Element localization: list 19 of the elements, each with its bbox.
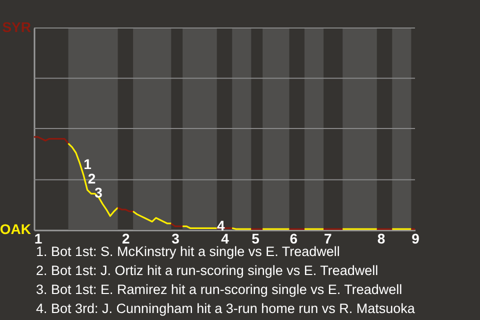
x-tick-label: 7	[324, 230, 332, 246]
annotation: 1	[84, 156, 92, 172]
x-tick-label: 2	[122, 230, 130, 246]
x-tick-label: 1	[34, 230, 42, 246]
text: SYR	[2, 19, 31, 35]
x-tick-label: 3	[172, 230, 180, 246]
text: 2. Bot 1st: J. Ortiz hit a run-scoring single vs E. Treadwell	[36, 262, 380, 280]
x-tick-label: 5	[252, 230, 260, 246]
text: 3. Bot 1st: E. Ramirez hit a run-scoring single vs E. Treadwell	[36, 281, 404, 299]
text: 4. Bot 3rd: J. Cunningham hit a 3-run home run vs R. Matsuoka	[36, 300, 415, 318]
x-tick-label: 8	[377, 230, 386, 246]
text: OAK	[0, 221, 31, 237]
text: 1. Bot 1st: S. McKinstry hit a single vs E. Treadwell	[36, 244, 340, 259]
x-tick-label: 4	[221, 230, 230, 246]
annotation: 3	[94, 184, 103, 201]
annotation: 4	[216, 217, 225, 234]
x-tick-label: 6	[290, 230, 298, 246]
annotation: 2	[88, 170, 96, 187]
x-tick-label: 9	[412, 230, 420, 246]
